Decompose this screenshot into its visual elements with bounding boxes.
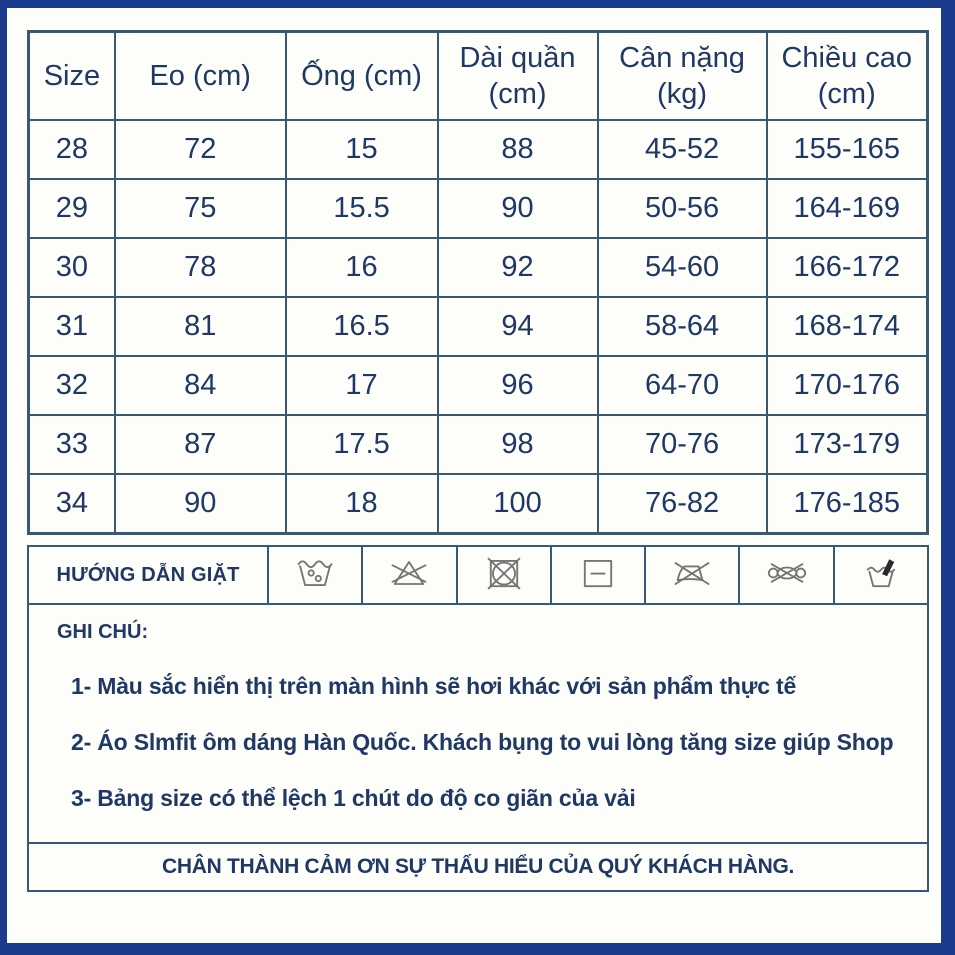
table-cell: 90: [436, 178, 599, 239]
table-cell: 96: [436, 355, 599, 416]
column-header: Cân nặng (kg): [596, 30, 768, 121]
table-cell: 98: [436, 414, 599, 475]
table-cell: 58-64: [596, 296, 768, 357]
table-cell: 168-174: [765, 296, 929, 357]
table-cell: 84: [113, 355, 287, 416]
table-row: 28 72 15 88 45-52 155-165: [27, 119, 929, 180]
table-cell: 50-56: [596, 178, 768, 239]
table-cell: 72: [113, 119, 287, 180]
thanks-message: CHÂN THÀNH CẢM ƠN SỰ THẤU HIỂU CỦA QUÝ K…: [29, 842, 927, 890]
dry-flat-icon: [576, 551, 620, 600]
washing-instructions-row: HƯỚNG DẪN GIẶT: [29, 547, 927, 605]
table-cell: 29: [27, 178, 116, 239]
table-cell: 87: [113, 414, 287, 475]
hand-wash-icon: [859, 551, 903, 600]
do-not-wring-icon: [765, 551, 809, 600]
column-header: Eo (cm): [113, 30, 287, 121]
table-cell: 88: [436, 119, 599, 180]
table-row: 30 78 16 92 54-60 166-172: [27, 237, 929, 298]
care-icon-cell: [646, 547, 741, 603]
care-and-notes-box: HƯỚNG DẪN GIẶT GHI CHÚ: 1- Màu sắc hiển …: [27, 545, 929, 892]
washing-instructions-label: HƯỚNG DẪN GIẶT: [29, 547, 269, 603]
care-icon-cell: [740, 547, 835, 603]
table-cell: 33: [27, 414, 116, 475]
table-cell: 75: [113, 178, 287, 239]
column-header: Dài quần (cm): [436, 30, 599, 121]
table-cell: 17.5: [284, 414, 439, 475]
notes-section: GHI CHÚ: 1- Màu sắc hiển thị trên màn hì…: [29, 605, 927, 842]
size-table-body: 28 72 15 88 45-52 155-165 29 75 15.5 90 50-56 164-1…: [27, 119, 929, 535]
table-cell: 15.5: [284, 178, 439, 239]
do-not-bleach-icon: [387, 551, 431, 600]
care-icon-cell: [458, 547, 552, 603]
table-cell: 16.5: [284, 296, 439, 357]
table-cell: 173-179: [765, 414, 929, 475]
table-cell: 90: [113, 473, 287, 535]
table-cell: 94: [436, 296, 599, 357]
wash-tub-icon: [293, 551, 337, 600]
table-cell: 155-165: [765, 119, 929, 180]
table-cell: 32: [27, 355, 116, 416]
size-table: Size Eo (cm) Ống (cm) Dài quần (cm) Cân nặng(…: [27, 30, 929, 535]
table-cell: 64-70: [596, 355, 768, 416]
table-cell: 170-176: [765, 355, 929, 416]
table-cell: 15: [284, 119, 439, 180]
table-cell: 166-172: [765, 237, 929, 298]
care-icon-cell: [835, 547, 927, 603]
table-cell: 17: [284, 355, 439, 416]
note-item: 2- Áo Slmfit ôm dáng Hàn Quốc. Khách bụn…: [71, 729, 894, 755]
table-row: 32 84 17 96 64-70 170-176: [27, 355, 929, 416]
notes-title: GHI CHÚ:: [57, 621, 149, 643]
table-cell: 176-185: [765, 473, 929, 535]
table-cell: 30: [27, 237, 116, 298]
table-cell: 16: [284, 237, 439, 298]
table-cell: 70-76: [596, 414, 768, 475]
table-row: 29 75 15.5 90 50-56 164-169: [27, 178, 929, 239]
table-cell: 45-52: [596, 119, 768, 180]
panel-content: Size Eo (cm) Ống (cm) Dài quần (cm) Cân nặng(…: [7, 8, 941, 892]
table-row: 34 90 18 100 76-82 176-185: [27, 473, 929, 535]
table-cell: 92: [436, 237, 599, 298]
table-row: 31 81 16.5 94 58-64 168-174: [27, 296, 929, 357]
table-cell: 164-169: [765, 178, 929, 239]
table-cell: 31: [27, 296, 116, 357]
column-header: Size: [27, 30, 116, 121]
size-table-header-row: Size Eo (cm) Ống (cm) Dài quần (cm) Cân nặng(…: [27, 30, 929, 121]
table-row: 33 87 17.5 98 70-76 173-179: [27, 414, 929, 475]
table-cell: 81: [113, 296, 287, 357]
note-item: 1- Màu sắc hiển thị trên màn hình sẽ hơi…: [71, 673, 797, 699]
do-not-iron-icon: [670, 551, 714, 600]
table-cell: 18: [284, 473, 439, 535]
column-header: Ống (cm): [284, 30, 439, 121]
table-cell: 78: [113, 237, 287, 298]
do-not-tumble-dry-icon: [482, 551, 526, 600]
table-cell: 76-82: [596, 473, 768, 535]
column-header: Chiều cao (cm): [765, 30, 929, 121]
care-icon-cell: [363, 547, 458, 603]
table-cell: 54-60: [596, 237, 768, 298]
table-cell: 100: [436, 473, 599, 535]
table-cell: 34: [27, 473, 116, 535]
note-item: 3- Bảng size có thể lệch 1 chút do độ co…: [71, 785, 636, 811]
table-cell: 28: [27, 119, 116, 180]
care-icon-cell: [552, 547, 647, 603]
care-icon-cell: [269, 547, 364, 603]
